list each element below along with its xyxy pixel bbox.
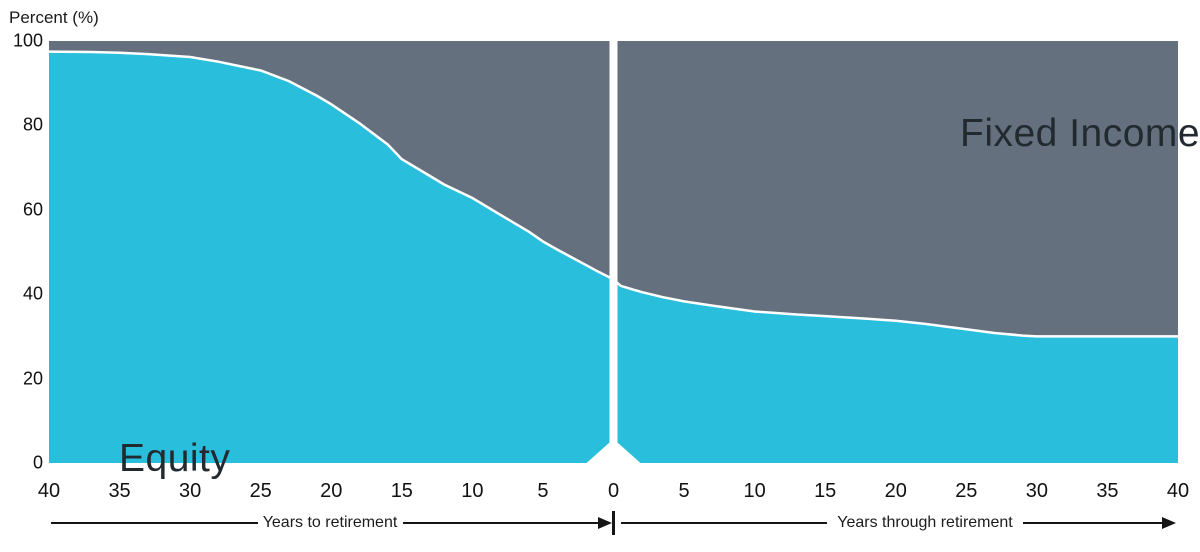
y-tick-label: 40 xyxy=(22,283,43,304)
x-tick-label: 15 xyxy=(390,480,413,502)
x-tick-label: 25 xyxy=(249,480,272,502)
fixed-income-area-label: Fixed Income xyxy=(960,112,1200,155)
x-tick-label: 30 xyxy=(179,480,202,502)
timeline-line-segment xyxy=(621,522,827,524)
x-tick-label: 15 xyxy=(814,480,837,502)
x-tick-label: 30 xyxy=(1025,480,1048,502)
y-tick-label: 100 xyxy=(12,30,43,51)
x-tick-label: 40 xyxy=(1166,480,1190,502)
plot-area: Equity Fixed Income xyxy=(49,41,1200,480)
x-tick-label: 40 xyxy=(37,480,61,502)
y-tick-label: 80 xyxy=(22,115,43,136)
timeline-line-segment xyxy=(403,522,599,524)
x-tick-label: 20 xyxy=(884,480,907,502)
x-tick-label: 0 xyxy=(607,480,620,502)
right-arrowhead-icon xyxy=(1162,517,1176,529)
retirement-divider-tick xyxy=(612,511,615,535)
x-tick-label: 20 xyxy=(320,480,343,502)
x-tick-label: 25 xyxy=(955,480,978,502)
equity-area-label: Equity xyxy=(119,437,231,480)
x-tick-label: 35 xyxy=(108,480,131,502)
y-axis-title: Percent (%) xyxy=(9,8,99,27)
years-through-retirement-label: Years through retirement xyxy=(837,514,1013,531)
x-tick-label: 35 xyxy=(1096,480,1119,502)
x-tick-label: 5 xyxy=(537,480,549,502)
x-tick-label: 10 xyxy=(461,480,484,502)
timeline-line-segment xyxy=(1023,522,1163,524)
x-tick-label: 10 xyxy=(743,480,766,502)
y-tick-label: 20 xyxy=(22,368,43,389)
right-arrowhead-icon xyxy=(598,517,612,529)
timeline-line-segment xyxy=(51,522,258,524)
y-tick-label: 60 xyxy=(22,199,43,220)
y-tick-label: 0 xyxy=(32,452,43,473)
x-tick-label: 5 xyxy=(678,480,690,502)
years-to-retirement-label: Years to retirement xyxy=(262,514,398,531)
stacked-area-svg xyxy=(49,41,1178,463)
